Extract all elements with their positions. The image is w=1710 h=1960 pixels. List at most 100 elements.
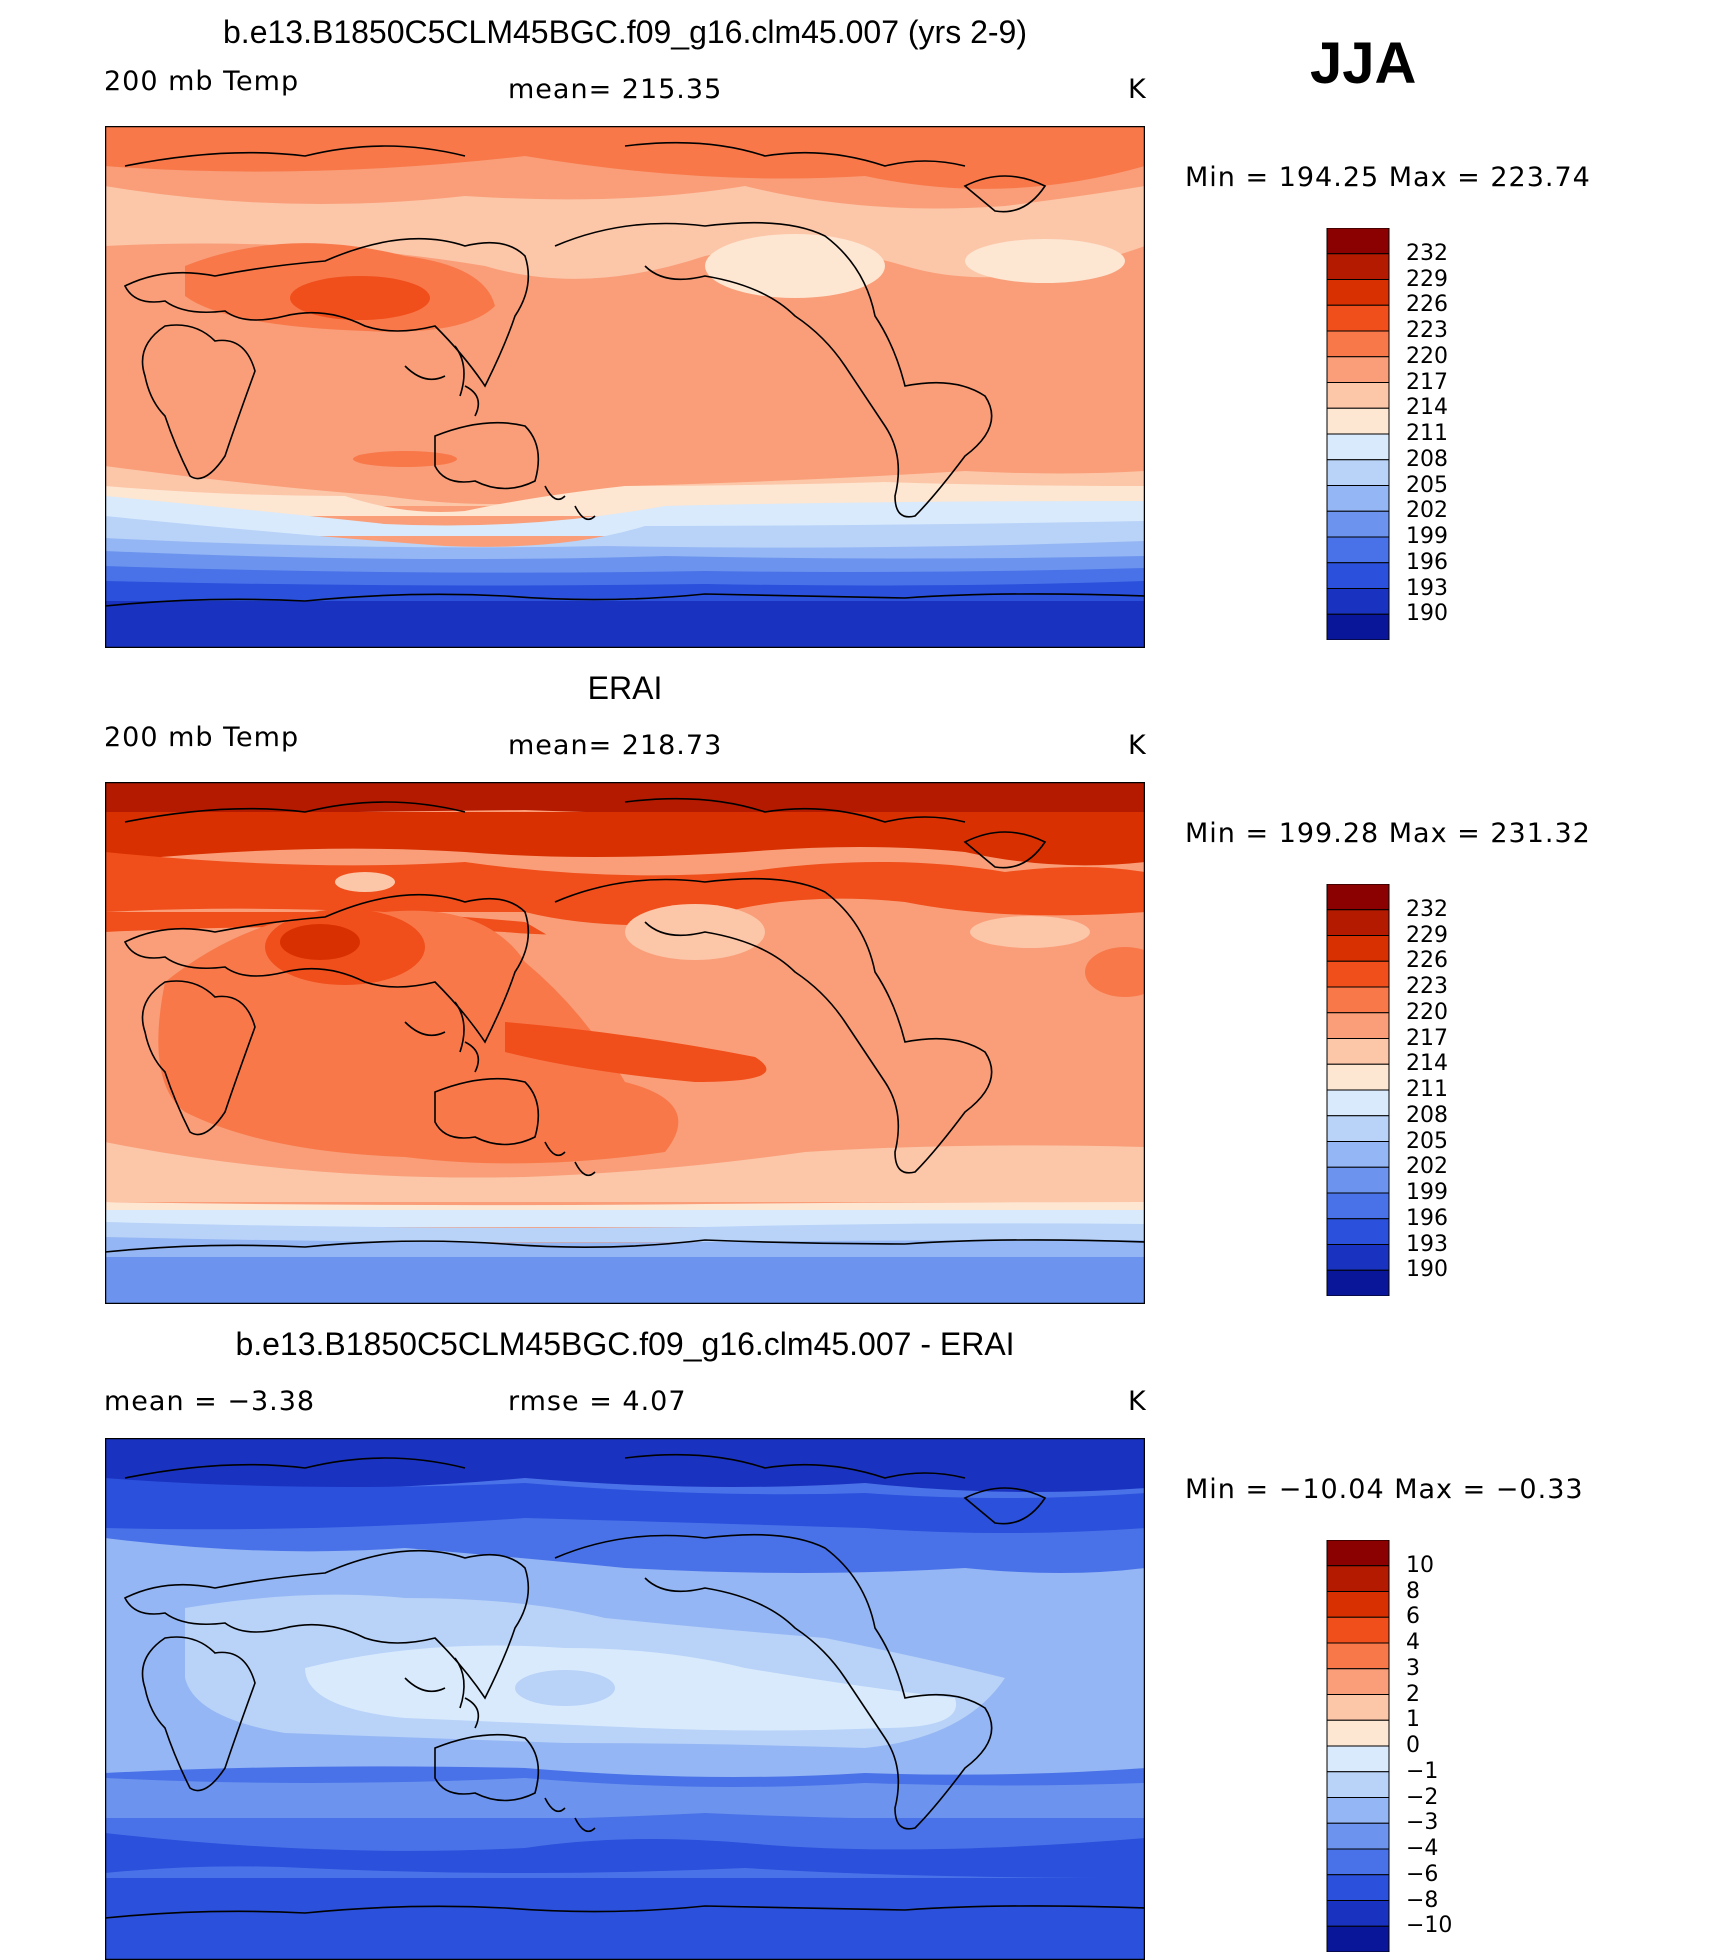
- colorbar-swatch: [1326, 228, 1390, 255]
- colorbar-swatch: [1326, 1565, 1390, 1592]
- colorbar-tick-label: 223: [1406, 318, 1448, 343]
- colorbar-tick-label: 232: [1406, 240, 1448, 266]
- colorbar-swatch: [1326, 1012, 1390, 1039]
- colorbar-tick-label: 193: [1406, 1231, 1448, 1257]
- colorbar-swatch: [1326, 960, 1390, 988]
- colorbar-tick-label: 0: [1406, 1733, 1420, 1758]
- colorbar-tick-label: −6: [1406, 1861, 1439, 1887]
- colorbar-swatch: [1326, 510, 1390, 538]
- colorbar-swatch: [1326, 330, 1390, 358]
- colorbar-tick-label: 3: [1406, 1655, 1420, 1681]
- colorbar-swatch: [1326, 1900, 1390, 1927]
- colorbar-tick-label: 223: [1406, 974, 1448, 999]
- colorbar-swatch: [1326, 1771, 1390, 1798]
- colorbar-swatch: [1326, 1822, 1390, 1850]
- season-label: JJA: [1310, 31, 1417, 96]
- panel3-rmse-label: rmse = 4.07: [508, 1386, 687, 1417]
- colorbar-swatch: [1326, 986, 1390, 1014]
- colorbar-swatch: [1326, 279, 1390, 306]
- colorbar-swatch: [1326, 1591, 1390, 1618]
- colorbar-tick-label: 202: [1406, 498, 1448, 524]
- colorbar-tick-label: −4: [1406, 1836, 1439, 1861]
- colorbar-tick-label: 208: [1406, 1102, 1448, 1128]
- colorbar-swatch: [1326, 1192, 1390, 1220]
- colorbar-tick-label: 196: [1406, 1205, 1448, 1231]
- colorbar-swatch: [1326, 1244, 1390, 1271]
- panel2-variable-label: 200 mb Temp: [104, 722, 300, 753]
- colorbar-tick-label: 193: [1406, 575, 1448, 601]
- colorbar-tick-label: 220: [1406, 343, 1448, 369]
- colorbar-swatch: [1326, 1694, 1390, 1721]
- panel3-minmax: Min = −10.04 Max = −0.33: [1185, 1474, 1584, 1505]
- panel1-minmax: Min = 194.25 Max = 223.74: [1185, 162, 1591, 193]
- colorbar-tick-label: 4: [1406, 1630, 1420, 1655]
- colorbar-swatch: [1326, 1089, 1390, 1117]
- colorbar-tick-label: 214: [1406, 1051, 1448, 1077]
- colorbar-tick-label: 211: [1406, 1077, 1448, 1102]
- colorbar-swatch: [1326, 909, 1390, 936]
- panel1-title: b.e13.B1850C5CLM45BGC.f09_g16.clm45.007 …: [223, 14, 1027, 50]
- colorbar-swatch: [1326, 613, 1390, 640]
- colorbar-swatch: [1326, 588, 1390, 615]
- panel2-title: ERAI: [587, 670, 663, 706]
- panel1-colorbar: [1326, 228, 1390, 640]
- colorbar-swatch: [1326, 253, 1390, 280]
- colorbar-tick-label: −8: [1406, 1887, 1439, 1913]
- colorbar-tick-label: 196: [1406, 549, 1448, 575]
- colorbar-tick-label: 226: [1406, 292, 1448, 318]
- colorbar-tick-label: 199: [1406, 524, 1448, 549]
- colorbar-swatch: [1326, 1218, 1390, 1245]
- colorbar-tick-label: 190: [1406, 601, 1448, 627]
- colorbar-swatch: [1326, 1642, 1390, 1670]
- colorbar-swatch: [1326, 884, 1390, 911]
- colorbar-tick-label: −10: [1406, 1913, 1453, 1939]
- colorbar-swatch: [1326, 1925, 1390, 1952]
- colorbar-tick-label: 217: [1406, 369, 1448, 395]
- colorbar-swatch: [1326, 459, 1390, 486]
- colorbar-tick-label: 199: [1406, 1180, 1448, 1205]
- colorbar-tick-label: 202: [1406, 1154, 1448, 1180]
- colorbar-tick-label: −1: [1406, 1758, 1439, 1784]
- colorbar-swatch: [1326, 1719, 1390, 1747]
- panel2-units: K: [1128, 730, 1147, 761]
- panel3-colorbar: [1326, 1540, 1390, 1952]
- colorbar-tick-label: 8: [1406, 1578, 1420, 1604]
- colorbar-swatch: [1326, 1115, 1390, 1142]
- colorbar-swatch: [1326, 485, 1390, 512]
- panel1-units: K: [1128, 74, 1147, 105]
- colorbar-tick-label: 205: [1406, 1128, 1448, 1154]
- colorbar-tick-label: 229: [1406, 266, 1448, 292]
- colorbar-tick-label: 217: [1406, 1025, 1448, 1051]
- colorbar-swatch: [1326, 562, 1390, 589]
- panel3-title: b.e13.B1850C5CLM45BGC.f09_g16.clm45.007 …: [235, 1326, 1015, 1362]
- colorbar-swatch: [1326, 1063, 1390, 1091]
- colorbar-tick-label: 220: [1406, 999, 1448, 1025]
- colorbar-tick-label: 208: [1406, 446, 1448, 472]
- colorbar-swatch: [1326, 1848, 1390, 1876]
- colorbar-swatch: [1326, 1745, 1390, 1773]
- colorbar-swatch: [1326, 1616, 1390, 1644]
- colorbar-swatch: [1326, 536, 1390, 564]
- colorbar-tick-label: 205: [1406, 472, 1448, 498]
- panel2-minmax: Min = 199.28 Max = 231.32: [1185, 818, 1591, 849]
- colorbar-swatch: [1326, 356, 1390, 383]
- panel3-mean-label: mean = −3.38: [104, 1386, 316, 1417]
- colorbar-swatch: [1326, 1166, 1390, 1194]
- colorbar-tick-label: 211: [1406, 421, 1448, 446]
- colorbar-tick-label: −2: [1406, 1784, 1439, 1810]
- panel2-colorbar: [1326, 884, 1390, 1296]
- colorbar-swatch: [1326, 935, 1390, 962]
- colorbar-swatch: [1326, 1141, 1390, 1168]
- colorbar-swatch: [1326, 382, 1390, 409]
- colorbar-swatch: [1326, 1668, 1390, 1695]
- colorbar-swatch: [1326, 1269, 1390, 1296]
- colorbar-tick-label: 214: [1406, 395, 1448, 421]
- panel3-units: K: [1128, 1386, 1147, 1417]
- panel3-map: [105, 1438, 1145, 1960]
- colorbar-tick-label: 6: [1406, 1604, 1420, 1630]
- colorbar-swatch: [1326, 1874, 1390, 1901]
- colorbar-swatch: [1326, 1797, 1390, 1824]
- colorbar-swatch: [1326, 407, 1390, 435]
- panel1-mean-label: mean= 215.35: [508, 74, 723, 105]
- panel2-mean-label: mean= 218.73: [508, 730, 723, 761]
